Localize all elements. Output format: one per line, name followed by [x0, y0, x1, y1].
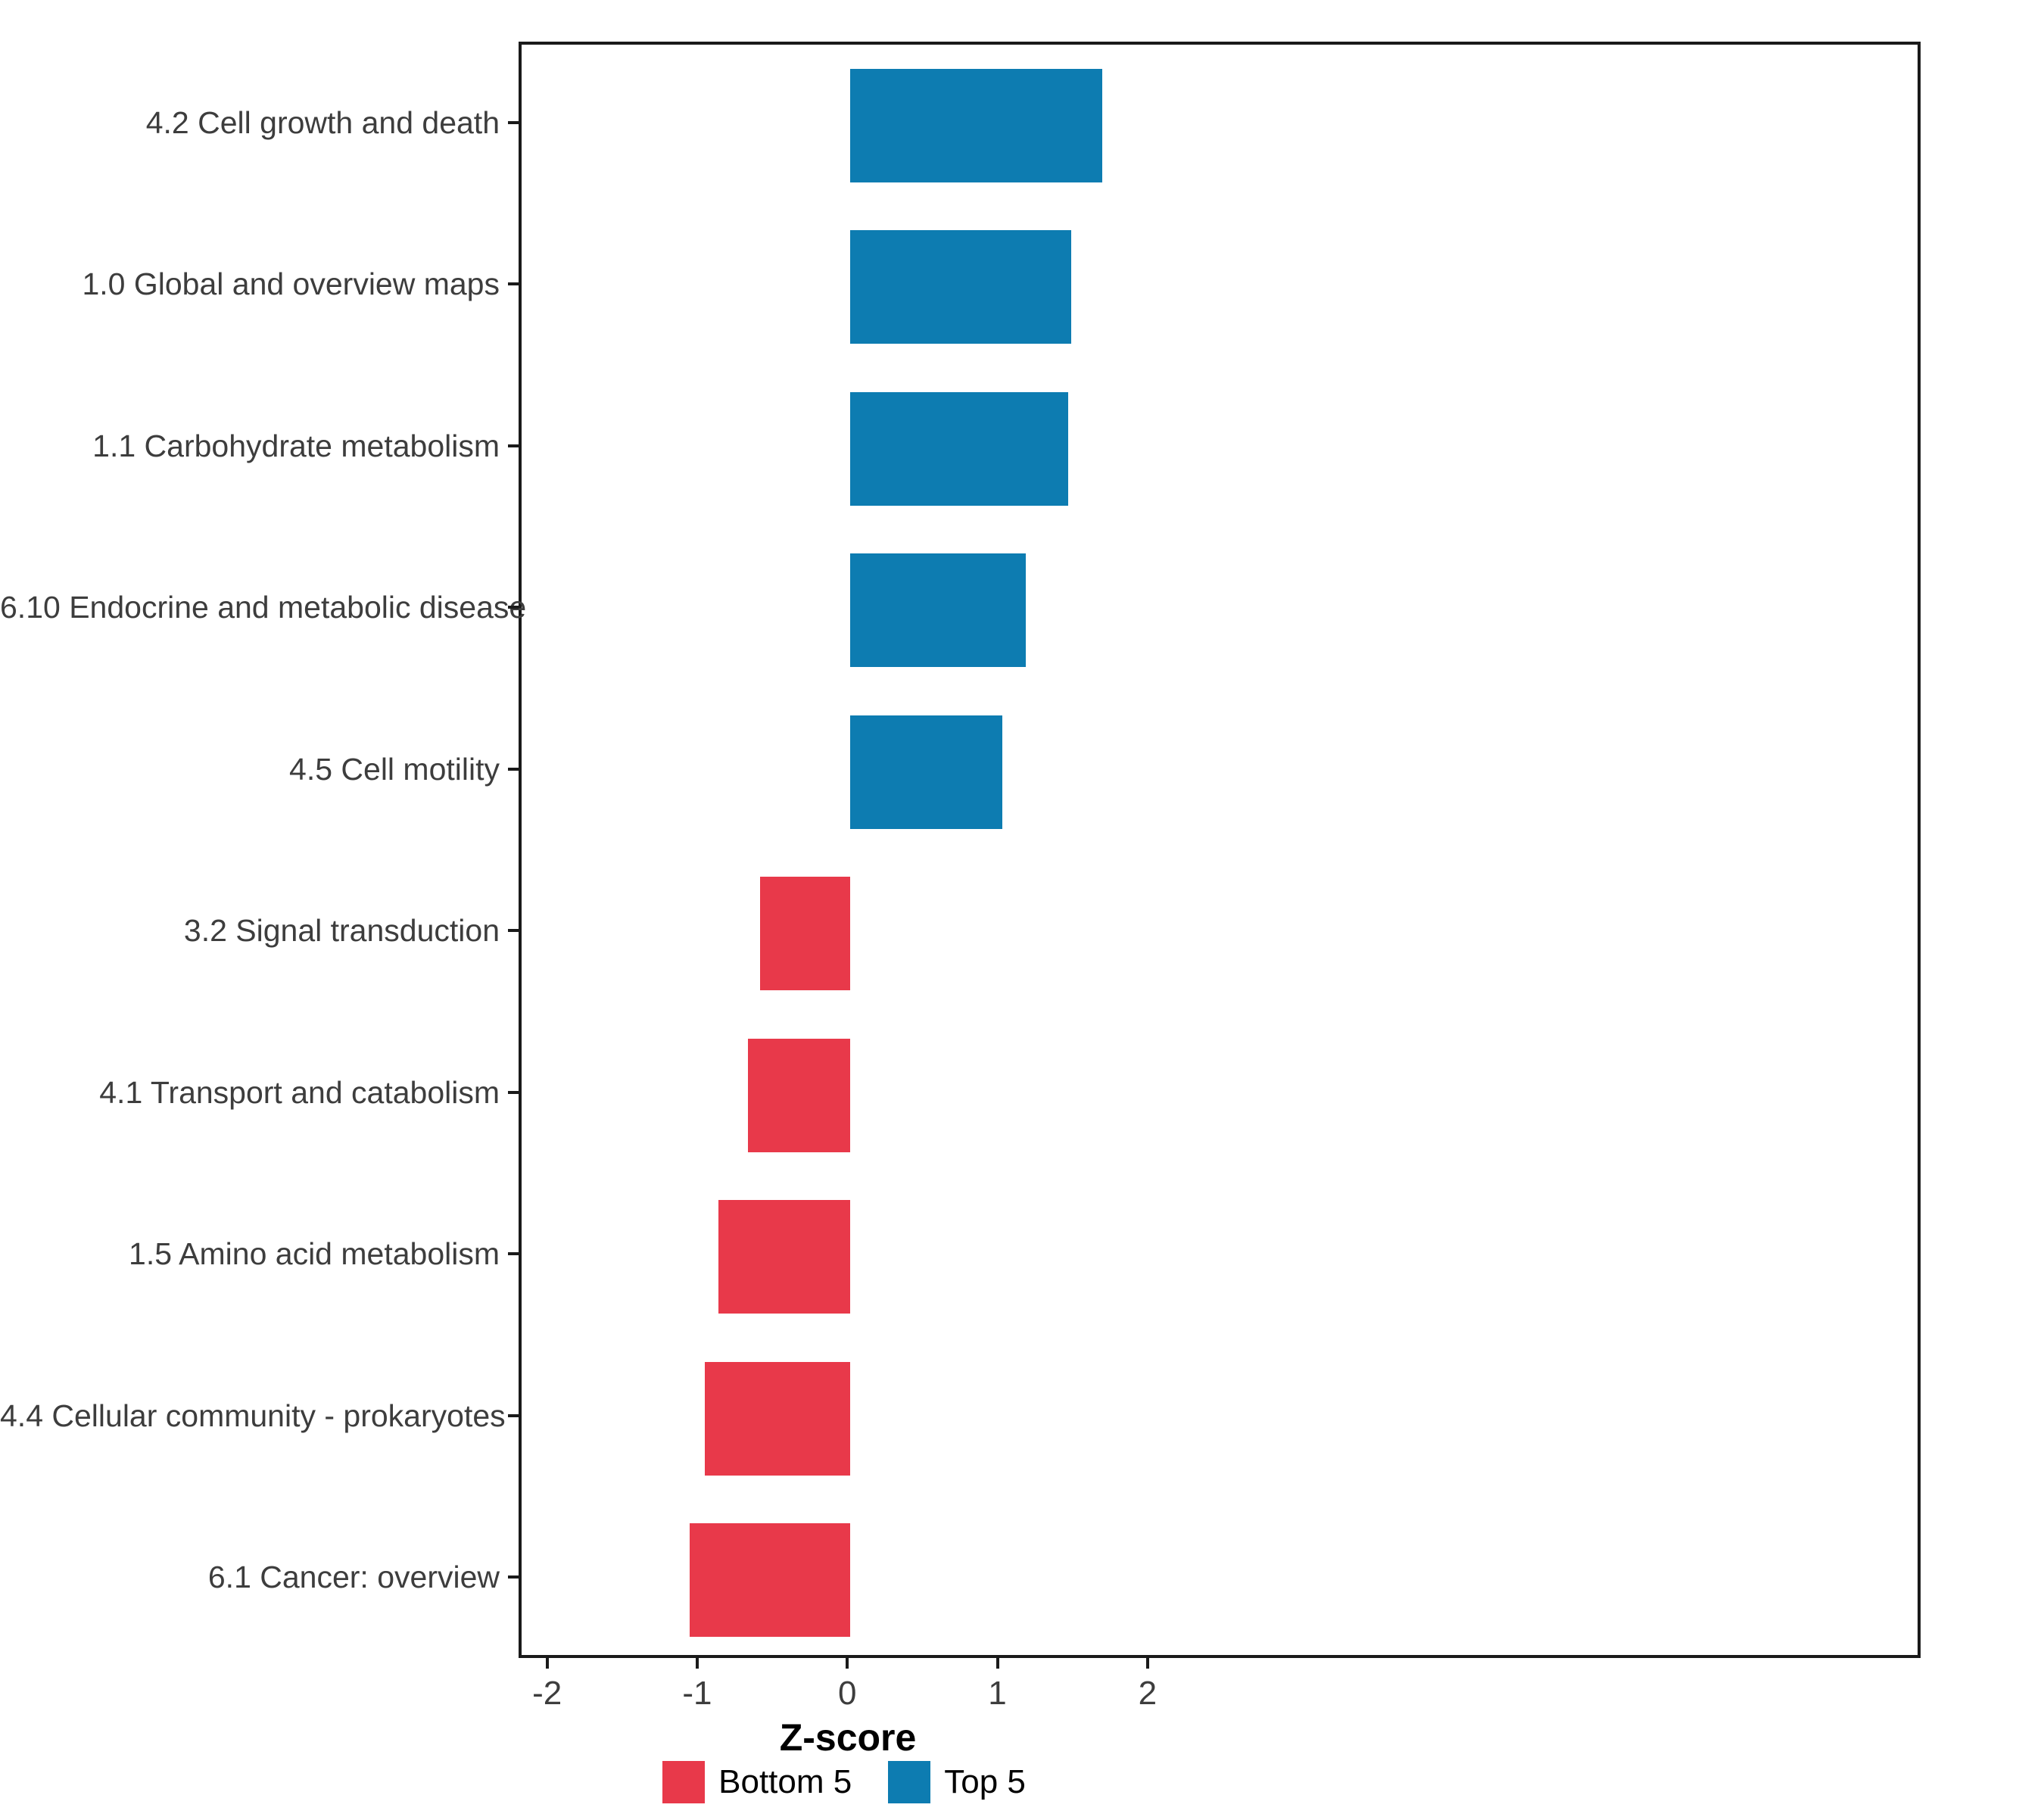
legend-label-bottom-5: Bottom 5	[718, 1763, 852, 1800]
bar-top5	[850, 68, 1103, 182]
legend-label-top-5: Top 5	[944, 1763, 1026, 1800]
x-axis-tick-label: 2	[1138, 1675, 1158, 1712]
legend-swatch-top-5	[888, 1761, 931, 1803]
y-axis-tick	[508, 1575, 519, 1579]
y-axis-tick	[508, 767, 519, 771]
y-axis-tick	[508, 606, 519, 609]
y-axis-tick	[508, 1252, 519, 1256]
x-axis-title: Z-score	[779, 1716, 917, 1759]
bar-bottom5	[718, 1200, 851, 1314]
y-axis-tick	[508, 929, 519, 933]
y-axis-tick	[508, 444, 519, 447]
x-axis-tick	[996, 1658, 999, 1669]
plot-panel	[519, 42, 1921, 1658]
x-axis-tick	[1145, 1658, 1149, 1669]
bar-bottom5	[704, 1361, 851, 1476]
y-axis-tick	[508, 282, 519, 286]
y-axis-label: 6.1 Cancer: overview	[207, 1560, 500, 1595]
x-axis-tick-label: -2	[532, 1675, 562, 1712]
x-axis-tick	[846, 1658, 849, 1669]
bar-top5	[850, 230, 1071, 344]
x-axis-tick	[695, 1658, 699, 1669]
y-axis-tick	[508, 1413, 519, 1417]
y-axis-label: 4.4 Cellular community - prokaryotes	[0, 1398, 506, 1433]
x-axis-tick-label: 0	[837, 1675, 857, 1712]
y-axis-tick	[508, 120, 519, 124]
bar-top5	[850, 715, 1002, 829]
y-axis-label: 1.0 Global and overview maps	[82, 266, 500, 302]
bar-bottom5	[690, 1523, 851, 1638]
bar-top5	[850, 553, 1027, 668]
bar-top5	[850, 391, 1068, 506]
y-axis-tick	[508, 1090, 519, 1094]
y-axis-label: 4.1 Transport and catabolism	[99, 1074, 500, 1110]
x-axis-tick-label: -1	[682, 1675, 712, 1712]
y-axis-label: 1.5 Amino acid metabolism	[129, 1236, 500, 1272]
y-axis-label: 1.1 Carbohydrate metabolism	[92, 428, 500, 463]
bar-bottom5	[760, 877, 851, 991]
y-axis-label: 4.2 Cell growth and death	[145, 104, 500, 140]
bar-bottom5	[748, 1038, 851, 1152]
legend-swatch-bottom-5	[662, 1761, 706, 1803]
x-axis-tick-label: 1	[988, 1675, 1007, 1712]
x-axis-tick	[545, 1658, 549, 1669]
y-axis-label: 4.5 Cell motility	[289, 751, 500, 787]
y-axis-label: 3.2 Signal transduction	[183, 913, 500, 949]
y-axis-label: 6.10 Endocrine and metabolic disease	[0, 590, 527, 625]
legend: Bottom 5 Top 5	[0, 1761, 1711, 1803]
